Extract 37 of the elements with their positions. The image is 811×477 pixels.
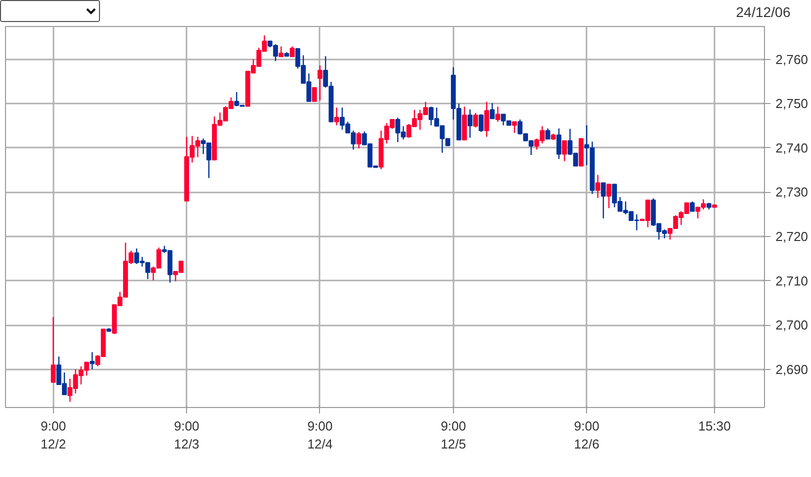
candlestick (356, 131, 362, 149)
candlestick (545, 128, 550, 140)
candlestick (278, 46, 284, 58)
candlestick (490, 102, 495, 120)
x-tick-label: 9:00 12/6 (574, 418, 600, 452)
y-tick-label: 2,750 (776, 96, 808, 112)
candlestick (495, 106, 500, 122)
y-tick-label: 2,720 (776, 228, 808, 244)
candlestick (468, 108, 472, 138)
candlestick (334, 106, 340, 126)
candlestick (606, 184, 612, 209)
candlestick (600, 182, 606, 219)
candlestick (690, 200, 695, 212)
candlestick (556, 128, 562, 160)
x-tick-label: 9:00 12/4 (307, 418, 333, 452)
x-tick-label: 9:00 12/2 (40, 418, 66, 452)
candlestick (512, 121, 517, 134)
text: 24/12/06 (736, 3, 790, 22)
x-tick-label: 9:00 12/5 (440, 418, 466, 452)
y-tick-label: 2,700 (776, 318, 808, 333)
y-tick-label: 2,760 (776, 52, 808, 67)
y-tick-label: 2,740 (776, 140, 808, 156)
candlestick (290, 46, 295, 58)
x-tick-label: 15:30 (698, 418, 731, 434)
y-tick-label: 2,730 (776, 184, 808, 200)
candlestick (473, 112, 478, 128)
candlestick (562, 140, 567, 162)
candlestick (478, 114, 484, 133)
x-tick-label: 9:00 12/3 (174, 418, 200, 452)
candlestick (312, 87, 317, 102)
candlestick (50, 316, 56, 384)
candlestick (484, 101, 490, 138)
y-tick-label: 2,690 (776, 362, 808, 377)
candlestick (318, 64, 322, 102)
candlestick (595, 174, 600, 199)
candlestick (90, 352, 95, 370)
y-tick-label: 2,710 (776, 273, 808, 288)
